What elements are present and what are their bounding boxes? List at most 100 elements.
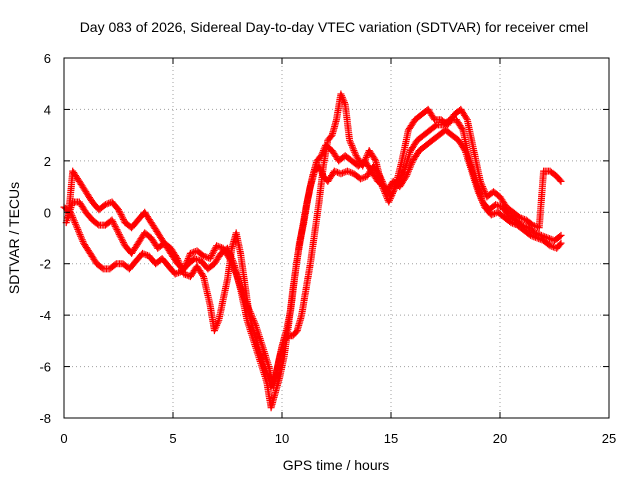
data-point (184, 255, 192, 263)
data-point (557, 231, 565, 239)
data-point (112, 224, 120, 232)
data-point (213, 242, 221, 250)
data-point (108, 216, 116, 224)
data-point (481, 188, 489, 196)
y-tick-label: 4 (44, 102, 51, 117)
data-point (178, 267, 186, 275)
data-point (198, 251, 206, 259)
data-point (351, 150, 359, 158)
data-point (341, 99, 348, 107)
data-point (78, 236, 86, 244)
data-point (519, 215, 527, 223)
data-point (176, 261, 184, 269)
data-point (385, 198, 393, 206)
data-point (116, 209, 124, 217)
data-point (232, 268, 239, 276)
data-point (75, 229, 83, 237)
data-point (101, 201, 109, 209)
data-point (210, 327, 218, 335)
data-point (557, 239, 565, 247)
y-tick-label: -4 (39, 308, 51, 323)
data-point (557, 177, 565, 185)
data-point (261, 363, 269, 371)
y-tick-label: -6 (39, 360, 51, 375)
data-point (111, 261, 119, 269)
data-point (346, 136, 354, 144)
data-point (184, 256, 191, 264)
data-point (231, 267, 239, 275)
data-point (192, 255, 200, 263)
data-point (173, 255, 181, 263)
data-point (113, 226, 121, 234)
data-point (118, 212, 126, 220)
data-point (351, 148, 359, 156)
data-point (117, 211, 125, 218)
data-point (77, 232, 85, 240)
y-tick-labels: -8 -6 -4 -2 0 2 4 6 (39, 51, 51, 426)
x-tick-label: 5 (169, 431, 176, 446)
data-point (386, 195, 394, 203)
x-tick-labels: 0 5 10 15 20 25 (60, 431, 616, 446)
data-point (262, 366, 270, 374)
data-point (117, 234, 125, 242)
data-point (479, 184, 487, 192)
data-point (119, 237, 127, 245)
data-point (209, 250, 216, 258)
data-point (206, 255, 214, 263)
data-point (408, 159, 416, 167)
data-point (371, 155, 379, 163)
x-tick-label: 10 (275, 431, 289, 446)
data-point (359, 162, 367, 170)
data-point (378, 183, 386, 191)
data-point (534, 230, 542, 238)
data-point (346, 138, 354, 146)
data-point (476, 177, 484, 185)
data-point (173, 269, 181, 277)
data-point (529, 221, 537, 229)
data-point (182, 260, 190, 268)
x-tick-label: 20 (493, 431, 507, 446)
data-point (118, 235, 126, 243)
data-point (359, 160, 367, 168)
data-point (348, 141, 356, 149)
data-point (462, 114, 470, 122)
data-point (521, 222, 529, 230)
data-point (350, 147, 358, 155)
data-point (556, 240, 564, 248)
data-point (115, 207, 123, 215)
data-point (182, 271, 189, 279)
data-point (100, 202, 108, 210)
data-point (347, 140, 355, 148)
data-point (260, 361, 268, 369)
data-point (174, 256, 182, 264)
x-tick-label: 25 (602, 431, 616, 446)
data-point (213, 321, 221, 329)
data-point (213, 320, 221, 328)
data-point (478, 181, 486, 189)
data-point (362, 155, 370, 163)
data-point (110, 221, 118, 229)
data-point (381, 189, 389, 197)
data-point (76, 231, 84, 239)
data-point (258, 357, 266, 365)
data-point (379, 184, 387, 192)
data-point (389, 189, 396, 197)
data-point (115, 206, 122, 214)
data-point (269, 378, 277, 386)
data-point (389, 188, 397, 196)
data-point (72, 222, 80, 230)
chart-title: Day 083 of 2026, Sidereal Day-to-day VTE… (80, 19, 589, 35)
data-point (292, 328, 300, 336)
data-point (268, 381, 276, 389)
data-point (386, 196, 393, 204)
y-tick-label: -8 (39, 411, 51, 426)
data-point (207, 253, 215, 261)
data-point (109, 218, 117, 226)
data-point (176, 260, 183, 268)
data-point (269, 380, 277, 388)
data-point (518, 221, 526, 229)
y-tick-label: 0 (44, 205, 51, 220)
data-point (402, 172, 410, 180)
data-point (338, 92, 346, 100)
